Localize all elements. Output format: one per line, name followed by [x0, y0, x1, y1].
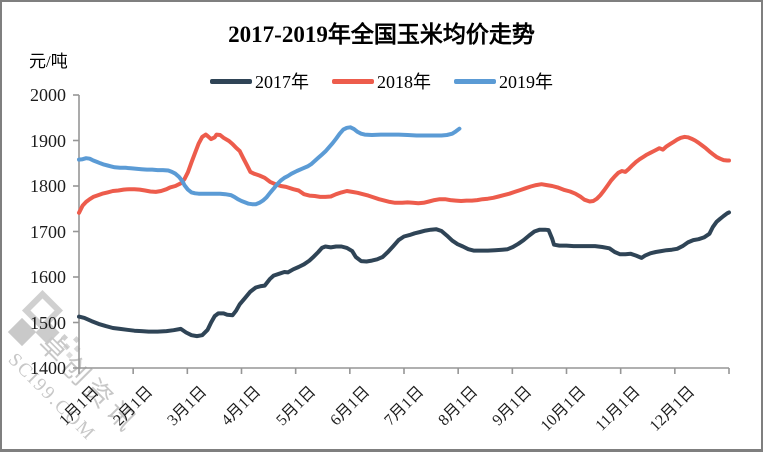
- legend-label-2017: 2017年: [255, 72, 309, 92]
- y-axis-unit-label: 元/吨: [29, 52, 68, 71]
- legend-line-swatch-2017: [210, 78, 252, 84]
- y-axis-tick-label: 1800: [30, 176, 66, 196]
- y-axis-tick-label: 2000: [30, 85, 66, 105]
- y-axis-tick-label: 1700: [30, 221, 66, 242]
- legend-item-2019: 2019年: [454, 68, 553, 94]
- chart-title: 2017-2019年全国玉米均价走势: [228, 22, 535, 47]
- y-axis-tick-label: 1500: [30, 312, 66, 333]
- legend-item-2018: 2018年: [332, 68, 431, 94]
- legend-line-swatch-2019: [454, 78, 496, 84]
- legend-label-2019: 2019年: [499, 72, 553, 92]
- y-axis-tick-label: 1900: [30, 130, 66, 151]
- chart-legend: 2017年 2018年 2019年: [2, 68, 761, 94]
- legend-item-2017: 2017年: [210, 68, 309, 94]
- legend-line-swatch-2018: [332, 78, 374, 84]
- legend-label-2018: 2018年: [377, 72, 431, 92]
- y-axis-tick-label: 1400: [30, 358, 66, 378]
- series-line-2017: [77, 210, 731, 339]
- series-line-2018: [77, 132, 731, 215]
- series-line-2019: [77, 125, 462, 207]
- y-axis-tick-label: 1600: [30, 267, 66, 287]
